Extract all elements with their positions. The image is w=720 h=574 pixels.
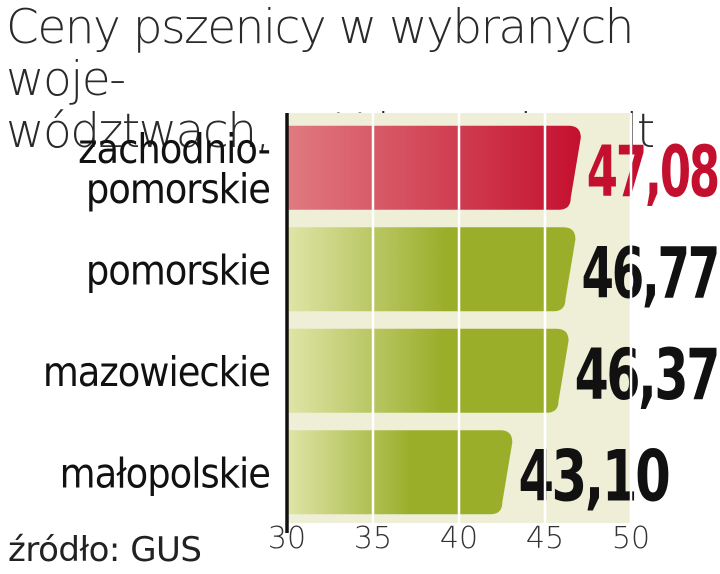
chart-title-line-1: Ceny pszenicy w wybranych woje- — [6, 0, 634, 107]
value-label-2: 46,37 — [575, 334, 718, 416]
x-tick-label-3: 45 — [526, 521, 564, 556]
bar-1 — [287, 227, 576, 312]
value-label-1: 46,77 — [581, 232, 718, 314]
x-tick-label-0: 30 — [268, 521, 306, 556]
category-label-0-1: pomorskie — [86, 165, 270, 213]
x-tick-label-2: 40 — [440, 521, 478, 556]
category-label-3-0: małopolskie — [60, 449, 270, 497]
bar-3 — [287, 430, 513, 515]
x-tick-label-1: 35 — [354, 521, 392, 556]
value-label-3: 43,10 — [518, 435, 668, 517]
x-tick-label-4: 50 — [612, 521, 650, 556]
category-label-1-0: pomorskie — [86, 246, 270, 294]
category-label-2-0: mazowieckie — [43, 348, 270, 396]
category-label-0-0: zachodnio- — [78, 125, 270, 173]
bar-0 — [287, 125, 581, 210]
value-label-0: 47,08 — [587, 131, 718, 213]
bar-2 — [287, 328, 569, 413]
source-note: źródło: GUS — [8, 530, 202, 570]
